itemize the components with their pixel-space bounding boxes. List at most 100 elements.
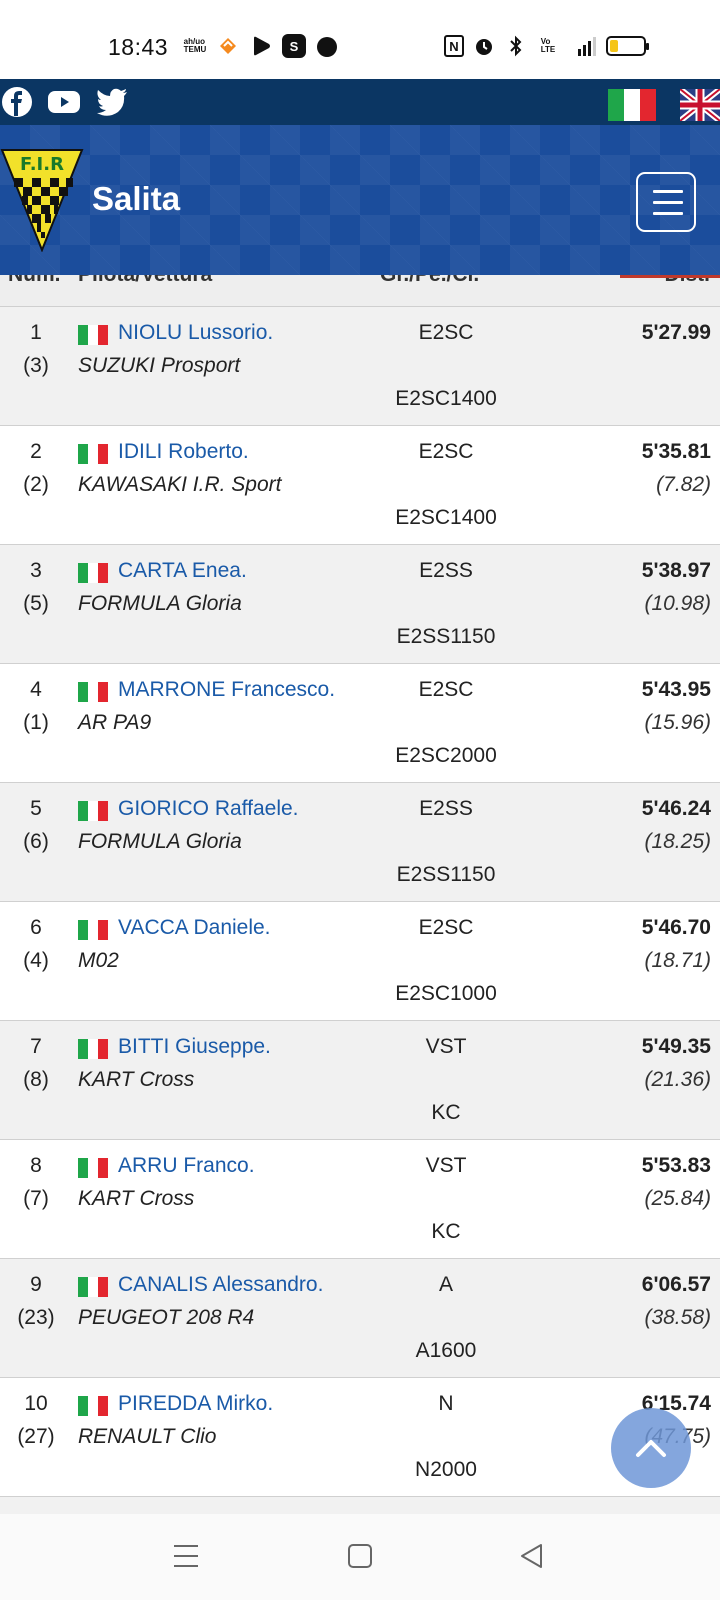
finish-position: 3 — [30, 559, 42, 582]
finish-position: 7 — [30, 1035, 42, 1058]
menu-button[interactable] — [636, 172, 696, 232]
system-icons: N Vo LTE — [444, 34, 649, 58]
back-triangle-icon — [521, 1544, 542, 1568]
car-model: AR PA9 — [78, 711, 152, 734]
column-driver[interactable]: Pilota/Vettura — [78, 275, 212, 287]
italian-flag-icon — [78, 801, 108, 821]
group-label: VST — [425, 1035, 467, 1058]
table-row: 5 (6) GIORICO Raffaele. FORMULA Gloria E2SS E… — [0, 783, 720, 902]
start-number: (2) — [23, 473, 49, 496]
driver-link[interactable]: BITTI Giuseppe. — [118, 1035, 271, 1058]
driver-link[interactable]: GIORICO Raffaele. — [118, 797, 299, 820]
driver-link[interactable]: MARRONE Francesco. — [118, 678, 336, 701]
class-label: KC — [431, 1101, 461, 1124]
group-label: A — [438, 1273, 453, 1296]
car-model: FORMULA Gloria — [78, 830, 242, 853]
table-row: 4 (1) MARRONE Francesco. AR PA9 E2SC E2SC2000… — [0, 664, 720, 783]
car-model: M02 — [78, 949, 119, 972]
driver-link[interactable]: PIREDDA Mirko. — [118, 1392, 274, 1415]
class-label: E2SS1150 — [396, 863, 496, 886]
youtube-icon[interactable] — [47, 87, 81, 117]
group-label: E2SS — [419, 559, 473, 582]
table-row: 3 (5) CARTA Enea. FORMULA Gloria E2SS E2SS115… — [0, 545, 720, 664]
nfc-icon: N — [444, 35, 464, 57]
group-label: E2SC — [418, 440, 474, 463]
race-time: 5'49.35 — [641, 1035, 711, 1058]
car-model: PEUGEOT 208 R4 — [78, 1306, 255, 1329]
column-num[interactable]: Num. — [8, 275, 61, 287]
start-number: (7) — [23, 1187, 49, 1210]
start-number: (8) — [23, 1068, 49, 1091]
group-label: VST — [425, 1154, 467, 1177]
menu-lines-icon — [174, 1545, 198, 1567]
home-button[interactable] — [340, 1536, 380, 1576]
car-model: KAWASAKI I.R. Sport — [78, 473, 282, 496]
time-gap: (21.36) — [644, 1068, 711, 1091]
table-row: 9 (23) CANALIS Alessandro. PEUGEOT 208 R4 A A… — [0, 1259, 720, 1378]
group-label: E2SS — [419, 797, 473, 820]
group-label: E2SC — [418, 321, 474, 344]
chevron-up-icon — [636, 1440, 666, 1457]
group-label: E2SC — [418, 916, 474, 939]
italian-flag-icon — [78, 444, 108, 464]
race-time: 5'53.83 — [641, 1154, 711, 1177]
finish-position: 10 — [24, 1392, 48, 1415]
twitter-icon[interactable] — [95, 87, 129, 117]
time-gap: (38.58) — [644, 1306, 711, 1329]
class-label: E2SS1150 — [396, 625, 496, 648]
class-label: E2SC2000 — [395, 744, 497, 767]
italian-flag[interactable] — [608, 89, 656, 121]
finish-position: 6 — [30, 916, 42, 939]
race-time: 5'27.99 — [641, 321, 711, 344]
italian-flag-icon — [78, 1158, 108, 1178]
gz-icon — [315, 34, 339, 58]
start-number: (4) — [23, 949, 49, 972]
finish-position: 5 — [30, 797, 42, 820]
column-dist[interactable]: Dist. — [664, 275, 710, 287]
race-time: 5'38.97 — [641, 559, 711, 582]
uk-flag[interactable] — [680, 89, 720, 121]
driver-link[interactable]: CARTA Enea. — [118, 559, 247, 582]
facebook-icon[interactable] — [0, 87, 34, 117]
ah-uo-temu-icon: ah/uo TEMU — [183, 37, 207, 54]
time-gap: (10.98) — [644, 592, 711, 615]
driver-link[interactable]: ARRU Franco. — [118, 1154, 255, 1177]
car-model: KART Cross — [78, 1187, 195, 1210]
scroll-to-top-button[interactable] — [611, 1408, 691, 1488]
finish-position: 8 — [30, 1154, 42, 1177]
square-icon — [348, 1544, 372, 1568]
class-label: E2SC1400 — [395, 387, 497, 410]
driver-link[interactable]: CANALIS Alessandro. — [118, 1273, 324, 1296]
column-group[interactable]: Gr./Pe./Cl. — [380, 275, 479, 287]
finish-position: 1 — [30, 321, 42, 344]
start-number: (27) — [17, 1425, 55, 1448]
class-label: KC — [431, 1220, 461, 1243]
page-title: Salita — [92, 180, 181, 217]
race-time: 5'46.24 — [641, 797, 711, 820]
bluetooth-icon — [504, 34, 528, 58]
table-row: 7 (8) BITTI Giuseppe. KART Cross VST KC 5'49.3… — [0, 1021, 720, 1140]
volte-icon: Vo LTE — [540, 37, 556, 54]
hamburger-line — [653, 201, 683, 204]
back-button[interactable] — [512, 1536, 552, 1576]
driver-link[interactable]: VACCA Daniele. — [118, 916, 271, 939]
driver-link[interactable]: NIOLU Lussorio. — [118, 321, 274, 344]
alarm-icon — [472, 34, 496, 58]
italian-flag-icon — [78, 1277, 108, 1297]
car-model: KART Cross — [78, 1068, 195, 1091]
driver-link[interactable]: IDILI Roberto. — [118, 440, 249, 463]
start-number: (23) — [17, 1306, 55, 1329]
time-gap: (18.71) — [644, 949, 711, 972]
time-gap: (18.25) — [644, 830, 711, 853]
class-label: E2SC1000 — [395, 982, 497, 1005]
car-model: FORMULA Gloria — [78, 592, 242, 615]
start-number: (5) — [23, 592, 49, 615]
class-label: N2000 — [415, 1458, 477, 1481]
italian-flag-icon — [78, 682, 108, 702]
race-time: 5'35.81 — [641, 440, 711, 463]
time-gap: (15.96) — [644, 711, 711, 734]
recents-button[interactable] — [166, 1536, 206, 1576]
fir-logo[interactable]: F.I.R — [0, 148, 84, 253]
start-number: (3) — [23, 354, 49, 377]
finish-position: 9 — [30, 1273, 42, 1296]
